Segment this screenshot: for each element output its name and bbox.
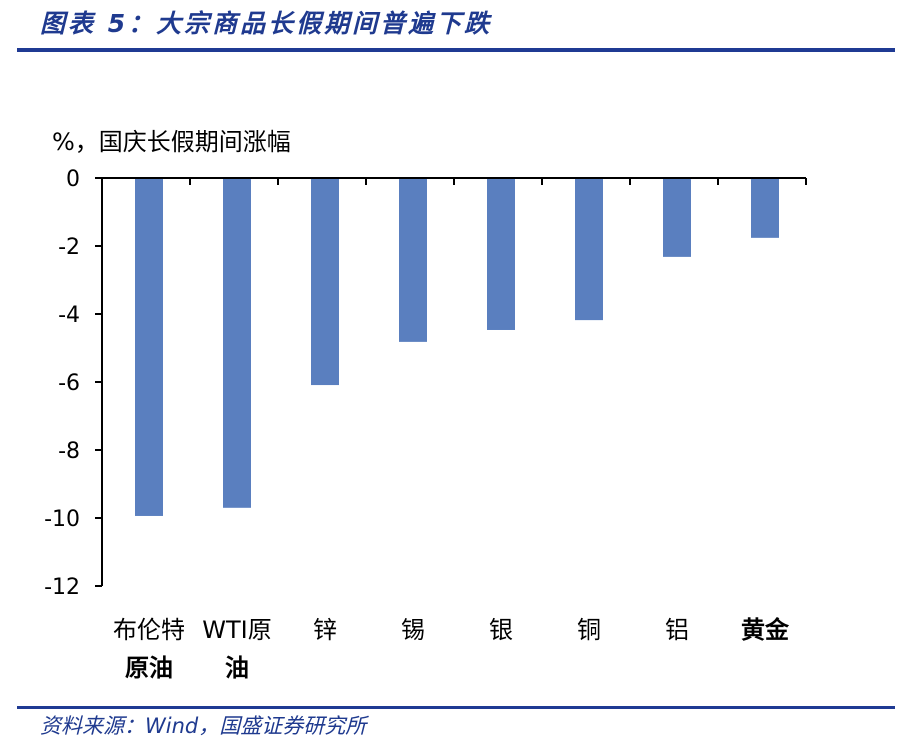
y-tick-label: 0 <box>66 167 80 192</box>
bar <box>751 178 779 238</box>
y-tick-label: -8 <box>58 439 80 464</box>
x-tick-label: 黄金 <box>741 616 790 644</box>
x-tick-label: 油 <box>225 654 249 682</box>
y-tick-label: -6 <box>58 371 80 396</box>
x-tick-label: 锡 <box>401 616 425 644</box>
bar <box>487 178 515 330</box>
bar <box>223 178 251 508</box>
y-tick-label: -2 <box>58 235 80 260</box>
bar <box>135 178 163 516</box>
x-tick-label: 铜 <box>577 616 601 644</box>
bar <box>311 178 339 386</box>
y-axis-label: %，国庆长假期间涨幅 <box>52 128 291 156</box>
bar <box>663 178 691 257</box>
x-tick-label: 银 <box>489 616 513 644</box>
x-tick-label: 锌 <box>313 616 337 644</box>
y-tick-label: -12 <box>44 575 80 600</box>
title-rule <box>17 48 895 52</box>
footer-rule <box>17 706 895 709</box>
x-tick-label: 布伦特 <box>113 616 185 644</box>
source-note: 资料来源：Wind，国盛证券研究所 <box>40 714 367 738</box>
y-tick-label: -10 <box>44 507 80 532</box>
x-tick-label: 原油 <box>125 654 173 682</box>
x-tick-label: WTI原 <box>202 616 271 644</box>
bar <box>399 178 427 342</box>
figure-title: 图表 5：大宗商品长假期间普遍下跌 <box>40 9 493 38</box>
bar <box>575 178 603 321</box>
y-tick-label: -4 <box>58 303 80 328</box>
x-tick-label: 铝 <box>665 616 689 644</box>
